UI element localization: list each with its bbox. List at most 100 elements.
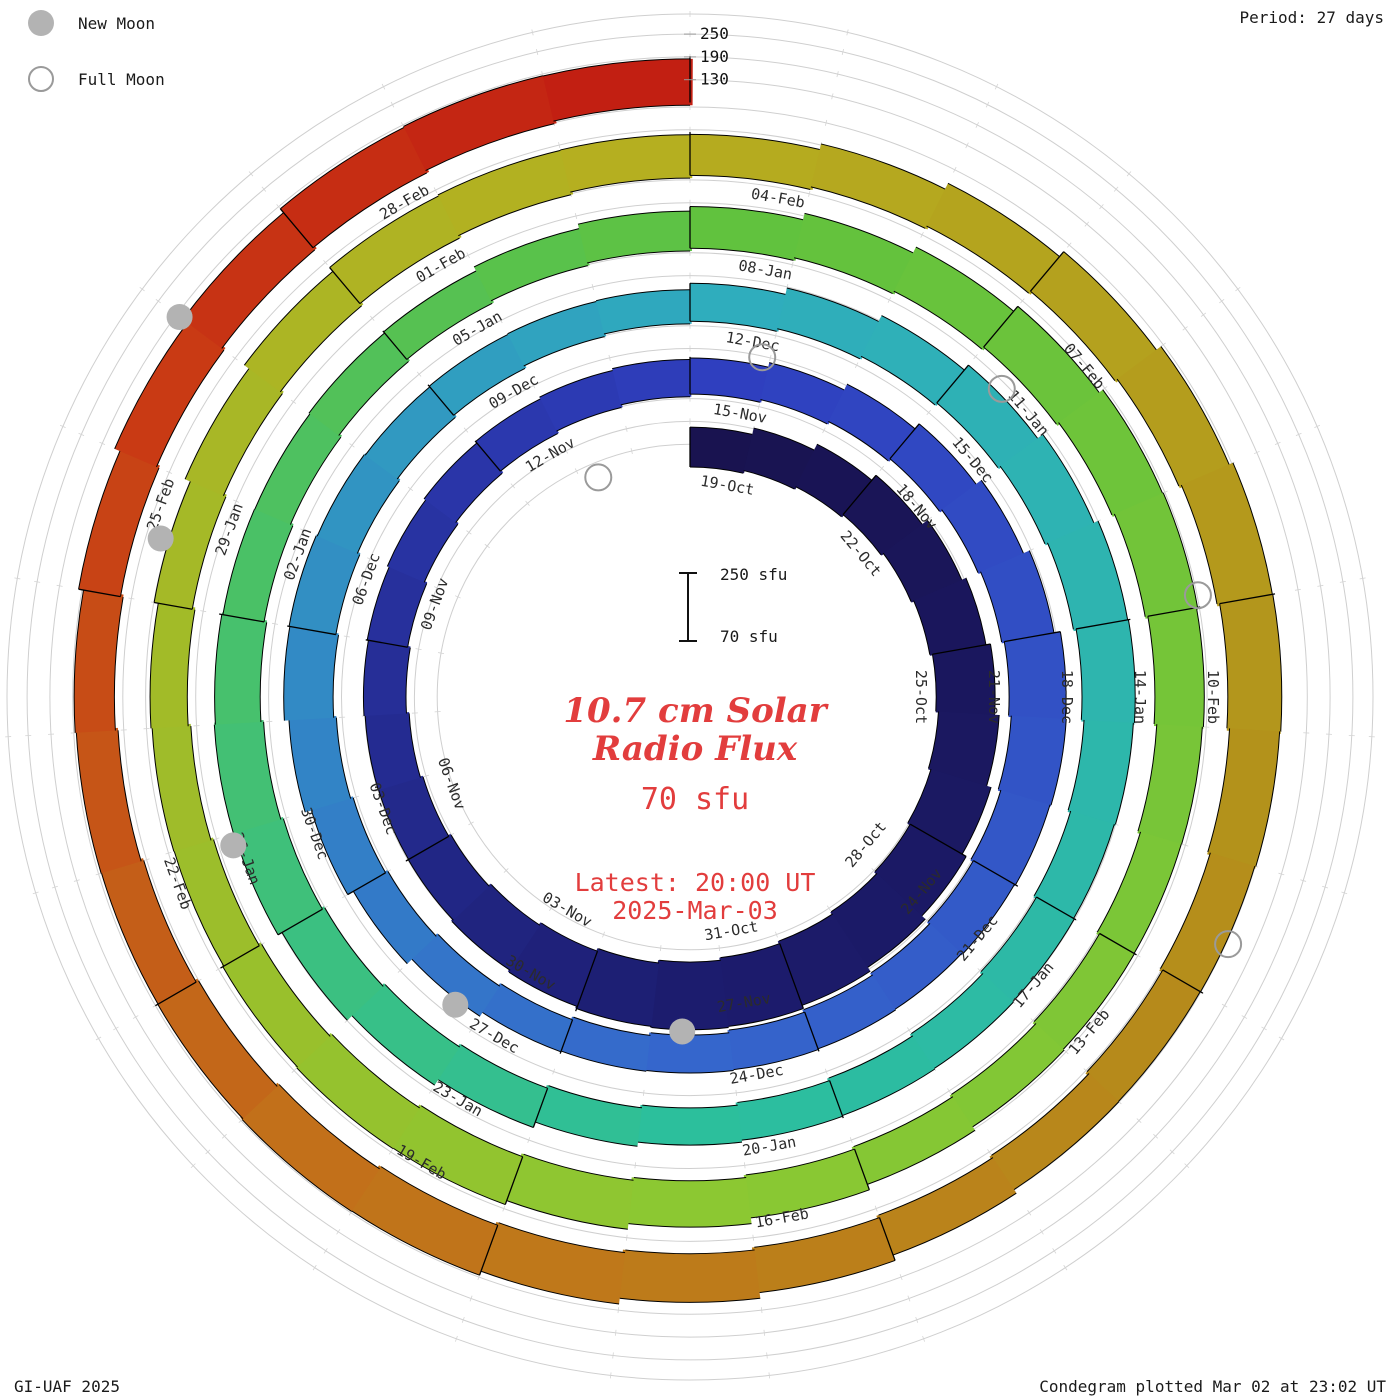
flux-bar bbox=[690, 134, 823, 190]
flux-bar bbox=[407, 833, 490, 921]
grid-tick bbox=[1200, 312, 1207, 317]
bar-inner-edge bbox=[455, 472, 503, 523]
grid-tick bbox=[438, 652, 445, 655]
flux-bar bbox=[1117, 346, 1231, 489]
flux-bar bbox=[1085, 969, 1201, 1104]
flux-bar bbox=[244, 269, 364, 392]
segment-divider bbox=[427, 384, 455, 416]
bar-inner-edge bbox=[754, 1217, 880, 1248]
segment-divider bbox=[347, 872, 386, 896]
grid-tick bbox=[591, 283, 594, 290]
grid-tick bbox=[468, 821, 474, 826]
bar-inner-edge bbox=[1116, 378, 1180, 487]
flux-bar bbox=[240, 1082, 380, 1212]
segment-divider bbox=[889, 423, 920, 460]
bar-outer-edge bbox=[437, 1079, 534, 1128]
flux-bar bbox=[349, 1165, 498, 1276]
grid-tick bbox=[527, 1137, 531, 1144]
grid-tick bbox=[1295, 432, 1302, 436]
flux-bar bbox=[596, 289, 692, 334]
grid-tick bbox=[291, 1068, 297, 1073]
grid-tick bbox=[397, 968, 403, 973]
grid-tick bbox=[659, 945, 662, 952]
flux-bar bbox=[383, 270, 494, 360]
bar-outer-edge bbox=[733, 1049, 819, 1071]
bar-inner-edge bbox=[927, 860, 974, 922]
bar-outer-edge bbox=[1162, 492, 1199, 608]
segment-divider bbox=[779, 943, 805, 1009]
flux-bar bbox=[949, 1023, 1065, 1129]
grid-tick bbox=[213, 837, 220, 841]
bar-inner-edge bbox=[420, 1105, 523, 1158]
bar-inner-edge bbox=[689, 247, 794, 261]
flux-bar bbox=[221, 942, 331, 1068]
flux-bar bbox=[222, 507, 294, 622]
flux-bar bbox=[636, 1104, 743, 1146]
flux-bar bbox=[1076, 619, 1136, 725]
grid-tick bbox=[34, 580, 41, 583]
flux-bar bbox=[1219, 594, 1282, 734]
bar-outer-edge bbox=[214, 614, 223, 725]
grid-tick bbox=[143, 858, 150, 861]
grid-tick bbox=[625, 425, 628, 432]
flux-bar bbox=[743, 428, 816, 490]
flux-bar bbox=[743, 1149, 870, 1219]
bar-outer-edge bbox=[149, 603, 159, 729]
segment-divider bbox=[153, 601, 193, 610]
bar-inner-edge bbox=[425, 123, 555, 172]
flux-bar bbox=[1033, 810, 1115, 921]
bar-inner-edge bbox=[893, 290, 983, 350]
flux-bar bbox=[363, 638, 411, 716]
full-moon-marker bbox=[1183, 581, 1212, 610]
grid-tick bbox=[536, 48, 539, 55]
bar-inner-edge bbox=[221, 249, 316, 349]
bar-inner-edge bbox=[143, 860, 197, 983]
bar-inner-edge bbox=[450, 834, 490, 887]
bar-inner-edge bbox=[983, 346, 1057, 425]
grid-tick bbox=[1153, 1133, 1159, 1139]
bar-outer-edge bbox=[895, 953, 963, 1010]
grid-tick bbox=[155, 299, 161, 304]
grid-tick bbox=[95, 1036, 102, 1041]
bar-outer-edge bbox=[595, 289, 691, 302]
flux-bar bbox=[927, 860, 1015, 956]
segment-divider bbox=[1036, 896, 1077, 921]
segment-divider bbox=[504, 1156, 524, 1205]
segment-divider bbox=[842, 474, 877, 516]
bar-inner-edge bbox=[387, 871, 437, 937]
grid-tick bbox=[73, 879, 80, 882]
flux-bar bbox=[777, 913, 871, 1006]
bar-inner-edge bbox=[997, 715, 1012, 790]
bar-inner-edge bbox=[889, 458, 940, 512]
flux-bar bbox=[941, 480, 1025, 575]
flux-bar bbox=[889, 423, 977, 513]
grid-tick bbox=[1043, 429, 1049, 434]
grid-tick bbox=[1278, 1036, 1285, 1041]
bar-inner-edge bbox=[860, 355, 936, 406]
flux-bar bbox=[280, 906, 384, 1021]
bar-outer-edge bbox=[316, 454, 365, 537]
flux-bar bbox=[876, 1157, 1017, 1256]
bar-inner-edge bbox=[548, 1085, 643, 1109]
bar-inner-edge bbox=[380, 1166, 498, 1226]
grid-tick bbox=[165, 851, 172, 855]
bar-outer-edge bbox=[157, 1004, 244, 1120]
grid-tick bbox=[1126, 171, 1132, 177]
bar-inner-edge bbox=[1147, 616, 1156, 725]
bar-inner-edge bbox=[422, 776, 450, 837]
flux-bar bbox=[378, 775, 449, 860]
segment-divider bbox=[559, 1019, 574, 1054]
grid-tick bbox=[907, 1295, 911, 1302]
grid-tick bbox=[132, 1015, 139, 1019]
bar-outer-edge bbox=[222, 966, 298, 1068]
flux-bar bbox=[560, 134, 693, 193]
flux-bar bbox=[870, 923, 962, 1011]
bar-inner-edge bbox=[931, 654, 937, 712]
bar-outer-edge bbox=[1118, 991, 1201, 1102]
bar-inner-edge bbox=[263, 721, 282, 820]
bar-inner-edge bbox=[1033, 933, 1101, 1022]
bar-outer-edge bbox=[926, 520, 963, 580]
grid-tick bbox=[1274, 441, 1281, 446]
grid-tick bbox=[808, 190, 811, 197]
